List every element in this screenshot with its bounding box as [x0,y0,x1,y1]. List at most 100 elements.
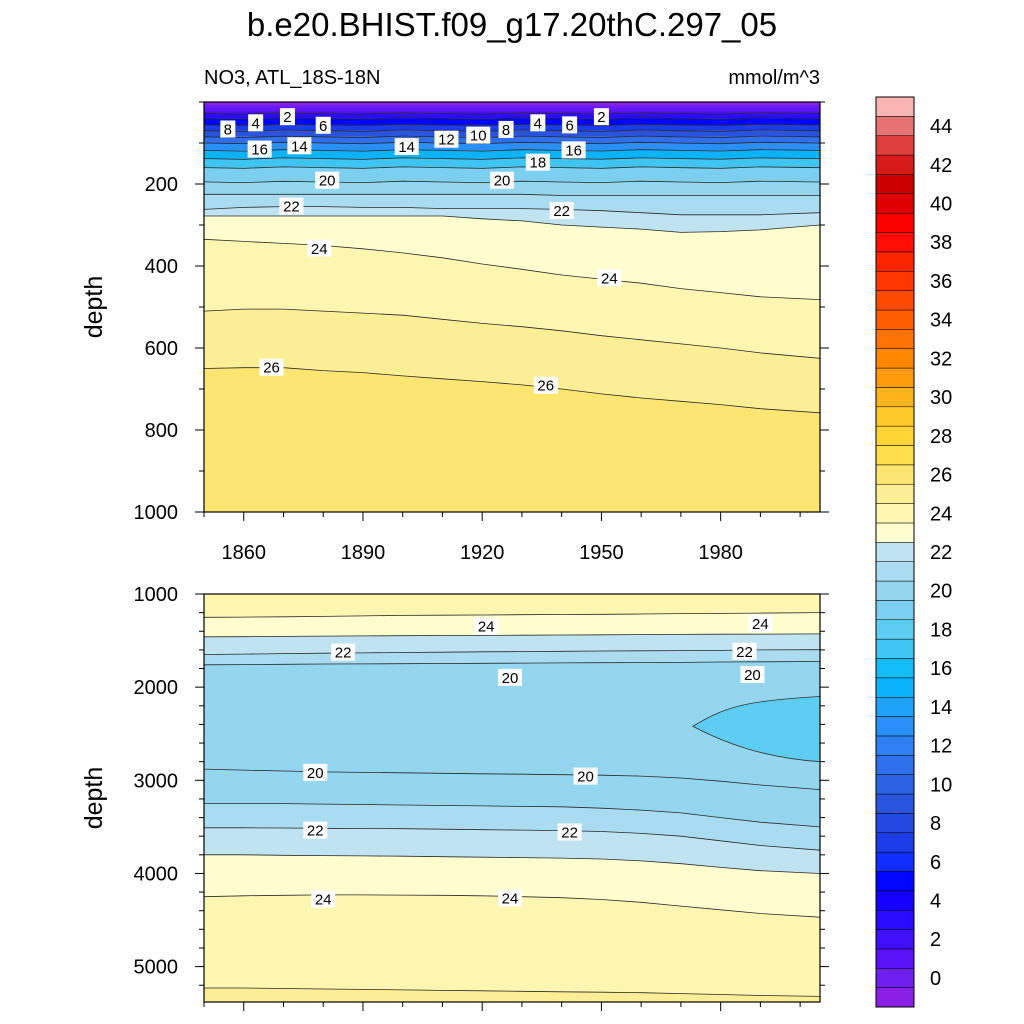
colorbar-swatch [875,909,915,930]
upper-contour-line [204,238,820,300]
upper-fine-band [204,107,820,114]
colorbar-swatch [875,774,915,795]
contour-label: 20 [502,670,519,687]
colorbar-swatch [875,638,915,659]
contour-label-box [561,141,586,159]
lower-band [204,988,820,1002]
contour-label-box [220,120,236,138]
lower-contour-labels: 24 24 22 22 20 20 20 20 22 22 24 24 [303,614,773,909]
colorbar-frame [875,96,915,1008]
contour-label-box [315,171,340,189]
contour-label: 16 [565,142,582,159]
upper-y-tick-label: 800 [145,420,178,442]
lower-contour-line [204,987,820,997]
colorbar-tick-label: 30 [930,387,952,409]
upper-y-tick-label: 400 [145,256,178,278]
contour-label-box [279,108,295,126]
colorbar-tick-label: 10 [930,774,952,796]
x-tick-label: 1860 [221,542,266,564]
upper-contour-line [204,112,820,115]
contour-label-box [740,666,765,684]
lower-band [204,633,820,655]
contour-label-box [247,140,272,158]
contour-label-box [307,239,332,257]
contour-label: 24 [601,270,618,287]
variable-region-subtitle: NO3, ATL_18S-18N [204,67,380,89]
upper-contour-line [204,117,820,120]
colorbar-swatch [875,716,915,737]
colorbar-tick-label: 12 [930,736,952,758]
colorbar-swatch [875,116,915,136]
upper-contour-line [204,367,820,414]
contour-label-box [466,126,491,144]
contour-label-box [474,617,499,635]
contour-label: 26 [263,360,280,377]
upper-fine-band [204,161,820,168]
contour-label: 22 [736,644,753,661]
contour-label-box [303,763,328,781]
lower-contour-line [204,803,820,828]
lower-lens-region [692,696,820,763]
contour-label-box [498,668,523,686]
upper-band [204,367,820,512]
upper-surface-band [204,105,820,108]
colorbar-swatch [875,948,915,969]
colorbar-tick-label: 2 [930,929,941,951]
contour-label: 22 [553,203,570,220]
colorbar-tick-label: 4 [930,891,941,913]
contour-label: 14 [398,139,415,156]
contour-label-box [279,197,304,215]
colorbar-swatch [875,329,915,349]
x-tick-label: 1920 [460,542,505,564]
contour-label: 2 [283,109,291,126]
colorbar: 0246810121416182022242628303234363840424… [875,96,952,1008]
colorbar-tick-label: 38 [930,232,952,254]
colorbar-swatch [875,851,915,872]
colorbar-swatch [875,503,915,524]
colorbar-tick-label: 34 [930,310,952,332]
upper-band [204,239,820,359]
upper-band [204,309,820,413]
units-subtitle: mmol/m^3 [728,67,820,89]
upper-contour-line [204,157,820,160]
colorbar-tick-label: 26 [930,465,952,487]
x-tick-label: 1950 [579,542,624,564]
contour-label-box [525,153,550,171]
contour-label-box [593,108,609,126]
upper-surface-band [204,106,820,108]
colorbar-tick-label: 36 [930,271,952,293]
contour-label: 4 [534,115,542,132]
contour-label: 24 [502,891,519,908]
lower-contour-line [204,649,820,655]
colorbar-swatch [875,987,915,1008]
colorbar-swatch [875,968,915,988]
colorbar-tick-label: 16 [930,658,952,680]
contour-label: 10 [470,128,487,145]
upper-surface-band [204,103,820,105]
colorbar-tick-label: 8 [930,813,941,835]
contour-label-box [311,890,336,908]
colorbar-swatch [875,793,915,814]
upper-surface-band [204,103,820,106]
lower-depth-panel: 24 24 22 22 20 20 20 20 22 22 24 24 1000 2000 3000 4000… [80,584,829,1011]
upper-filled-contours [204,102,820,512]
lower-axes: 1000 2000 3000 4000 5000 depth [80,584,829,1011]
colorbar-tick-label: 44 [930,116,952,138]
lower-contour-line [204,854,820,874]
figure-title: b.e20.BHIST.f09_g17.20thC.297_05 [247,6,777,43]
upper-y-tick-label: 1000 [134,502,179,524]
lower-band [204,594,820,618]
colorbar-swatch [875,890,915,911]
colorbar-tick-label: 0 [930,968,941,990]
upper-contour-line [204,193,820,196]
colorbar-swatch [875,387,915,408]
upper-fine-band [204,112,820,119]
colorbar-swatch [875,735,915,756]
colorbar-swatch [875,309,915,330]
contour-label-box [597,269,622,287]
colorbar-tick-label: 14 [930,697,952,719]
lower-band [204,803,820,851]
colorbar-swatch [875,483,915,504]
lower-band [204,661,820,790]
